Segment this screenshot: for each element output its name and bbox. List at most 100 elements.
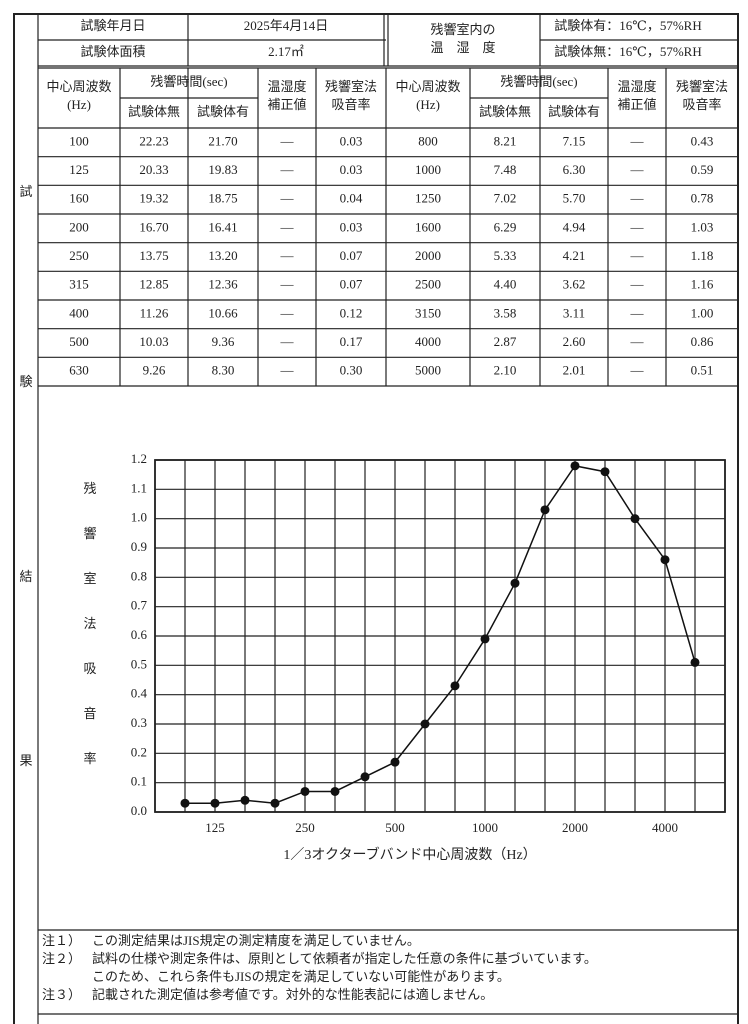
cell-text: — bbox=[280, 277, 295, 292]
cell-text: 4000 bbox=[415, 334, 441, 349]
y-axis-label: 響 bbox=[83, 526, 96, 541]
cell-text: 0.51 bbox=[691, 363, 714, 378]
cell-text: 7.02 bbox=[494, 191, 517, 206]
cell-text: 1.16 bbox=[691, 277, 714, 292]
cell-text: 残響時間(sec) bbox=[150, 74, 227, 89]
cell-text: 19.83 bbox=[208, 162, 237, 177]
cell-text: 315 bbox=[69, 277, 89, 292]
cell-text: 4.21 bbox=[563, 248, 586, 263]
cell-text: 試験体面積 bbox=[80, 44, 145, 59]
cell-text: — bbox=[630, 219, 645, 234]
cell-text: 温湿度 bbox=[267, 79, 306, 94]
cell-text: 0.59 bbox=[691, 162, 714, 177]
cell-text: 10.66 bbox=[208, 305, 238, 320]
cell-text: 16.70 bbox=[139, 219, 168, 234]
cell-text: 2000 bbox=[415, 248, 441, 263]
y-tick-label: 0.3 bbox=[131, 715, 147, 730]
cell-text: 試験体無 bbox=[479, 104, 531, 119]
data-point bbox=[570, 461, 580, 471]
cell-text: 0.03 bbox=[340, 133, 363, 148]
cell-text: 果 bbox=[19, 753, 32, 768]
cell-text: — bbox=[280, 133, 295, 148]
cell-text: — bbox=[630, 305, 645, 320]
y-tick-label: 0.2 bbox=[131, 744, 147, 759]
data-point bbox=[240, 795, 250, 805]
cell-text: 試験体有：16℃，57%RH bbox=[554, 18, 701, 33]
cell-text: 3.58 bbox=[494, 305, 517, 320]
cell-text: 8.30 bbox=[212, 363, 235, 378]
cell-text: 5.33 bbox=[494, 248, 517, 263]
cell-text: 温 湿 度 bbox=[430, 40, 495, 55]
cell-text: — bbox=[630, 363, 645, 378]
cell-text: 1.03 bbox=[691, 219, 714, 234]
data-point bbox=[600, 467, 610, 477]
cell-text: 0.78 bbox=[691, 191, 714, 206]
cell-text: 残響室法 bbox=[676, 79, 728, 94]
cell-text: 試 bbox=[19, 184, 32, 199]
cell-text: — bbox=[630, 277, 645, 292]
cell-text: 13.75 bbox=[139, 248, 168, 263]
cell-text: 18.75 bbox=[208, 191, 237, 206]
y-tick-label: 0.6 bbox=[131, 627, 148, 642]
cell-text: 試験体無 bbox=[128, 104, 180, 119]
cell-text: 0.07 bbox=[340, 248, 363, 263]
cell-text: 1000 bbox=[415, 162, 441, 177]
cell-text: 吸音率 bbox=[682, 97, 721, 112]
y-tick-label: 0.9 bbox=[131, 539, 147, 554]
cell-text: 400 bbox=[69, 305, 89, 320]
cell-text: — bbox=[280, 248, 295, 263]
plot-frame bbox=[154, 459, 726, 813]
cell-text: 補正値 bbox=[617, 97, 656, 112]
cell-text: 試験年月日 bbox=[80, 18, 145, 33]
cell-text: 21.70 bbox=[208, 133, 237, 148]
note-label: 注２） bbox=[42, 951, 81, 966]
cell-text: 1600 bbox=[415, 219, 441, 234]
outer-frame bbox=[13, 13, 739, 1024]
cell-text: 12.85 bbox=[139, 277, 168, 292]
y-axis-label: 吸 bbox=[83, 661, 96, 676]
cell-text: 0.17 bbox=[340, 334, 363, 349]
cell-text: 630 bbox=[69, 363, 89, 378]
data-point bbox=[360, 772, 370, 782]
cell-text: 1250 bbox=[415, 191, 441, 206]
data-point bbox=[660, 555, 670, 565]
cell-text: 2.60 bbox=[563, 334, 586, 349]
cell-text: — bbox=[630, 133, 645, 148]
note-text: 試料の仕様や測定条件は、原則として依頼者が指定した任意の条件に基づいています。 bbox=[92, 951, 597, 966]
data-point bbox=[270, 798, 280, 808]
x-tick-label: 1000 bbox=[472, 820, 498, 835]
cell-text: 4.40 bbox=[494, 277, 517, 292]
cell-text: 3.62 bbox=[563, 277, 586, 292]
cell-text: 2.10 bbox=[494, 363, 517, 378]
y-tick-label: 1.0 bbox=[131, 510, 147, 525]
data-point bbox=[630, 514, 640, 524]
y-tick-label: 0.4 bbox=[131, 686, 148, 701]
x-tick-label: 500 bbox=[385, 820, 405, 835]
cell-text: 中心周波数 bbox=[395, 79, 460, 94]
cell-text: — bbox=[630, 334, 645, 349]
cell-text: 試験体無：16℃，57%RH bbox=[554, 44, 701, 59]
cell-text: 残響室法 bbox=[325, 79, 377, 94]
cell-text: 1.00 bbox=[691, 305, 714, 320]
note-text: 記載された測定値は参考値です。対外的な性能表記には適しません。 bbox=[92, 987, 493, 1002]
cell-text: 2025年4月14日 bbox=[244, 18, 329, 33]
data-point bbox=[540, 505, 550, 515]
cell-text: 10.03 bbox=[139, 334, 168, 349]
cell-text: (Hz) bbox=[416, 97, 440, 112]
data-point bbox=[450, 681, 460, 691]
data-point bbox=[300, 786, 310, 796]
cell-text: 12.36 bbox=[208, 277, 238, 292]
cell-text: — bbox=[630, 191, 645, 206]
cell-text: 4.94 bbox=[563, 219, 586, 234]
data-point bbox=[330, 786, 340, 796]
cell-text: — bbox=[280, 334, 295, 349]
y-axis-label: 率 bbox=[83, 751, 96, 766]
cell-text: 試験体有 bbox=[197, 104, 249, 119]
data-point bbox=[180, 798, 190, 808]
cell-text: 6.30 bbox=[563, 162, 586, 177]
cell-text: 2.01 bbox=[563, 363, 586, 378]
cell-text: 試験体有 bbox=[548, 104, 600, 119]
cell-text: — bbox=[630, 162, 645, 177]
cell-text: 5.70 bbox=[563, 191, 586, 206]
